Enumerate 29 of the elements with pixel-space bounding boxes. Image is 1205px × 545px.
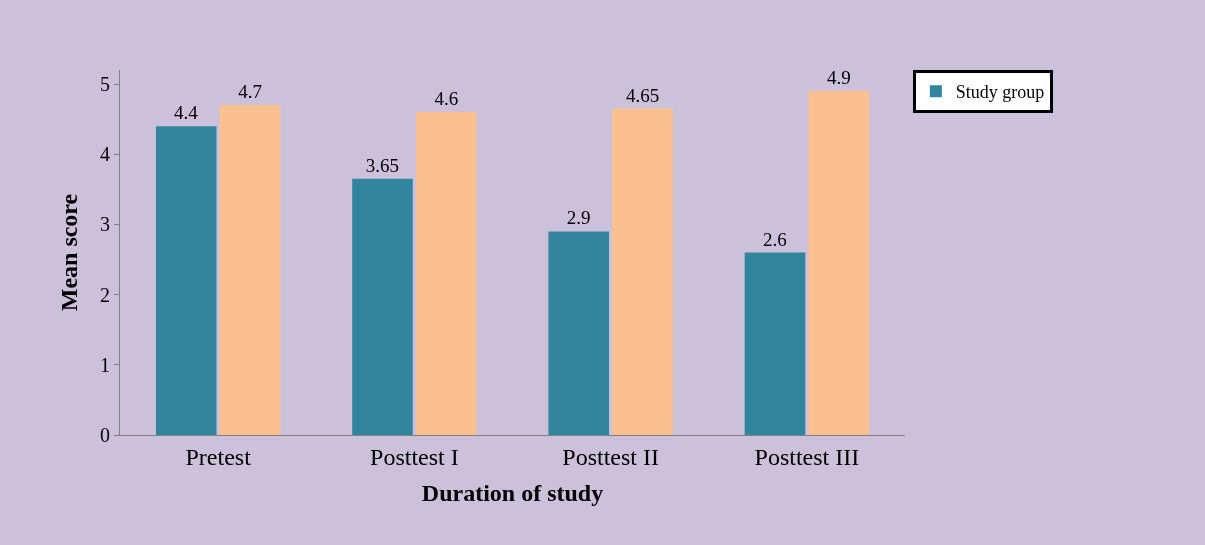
data-label: 2.6 — [763, 228, 787, 250]
bar — [744, 252, 806, 435]
bar — [155, 126, 217, 435]
y-axis-title: Mean score — [56, 193, 83, 312]
bar — [352, 178, 413, 435]
bar — [808, 91, 870, 435]
legend-label: Study group — [955, 82, 1045, 103]
bar — [548, 231, 610, 435]
y-tick-label: 0 — [100, 424, 110, 446]
y-tick-label: 5 — [100, 73, 110, 96]
x-tick-label: Posttest II — [562, 443, 659, 470]
y-tick-label: 2 — [100, 283, 110, 306]
x-axis-title: Duration of study — [421, 480, 604, 507]
data-label: 2.9 — [566, 207, 591, 229]
data-label: 4.4 — [174, 102, 199, 124]
x-tick-label: Posttest I — [370, 443, 459, 470]
data-label: 4.65 — [625, 84, 660, 106]
y-tick-label: 1 — [100, 353, 110, 376]
y-tick-label: 4 — [100, 143, 110, 166]
bar — [612, 108, 673, 435]
x-tick-label: Pretest — [185, 443, 252, 470]
data-label: 3.65 — [365, 154, 400, 176]
y-tick-label: 3 — [100, 213, 110, 236]
data-label: 4.6 — [434, 88, 459, 110]
bar — [219, 105, 281, 435]
data-label: 4.9 — [826, 67, 851, 89]
data-label: 4.7 — [238, 81, 262, 103]
bar — [415, 112, 477, 435]
x-tick-label: Posttest III — [754, 443, 860, 470]
